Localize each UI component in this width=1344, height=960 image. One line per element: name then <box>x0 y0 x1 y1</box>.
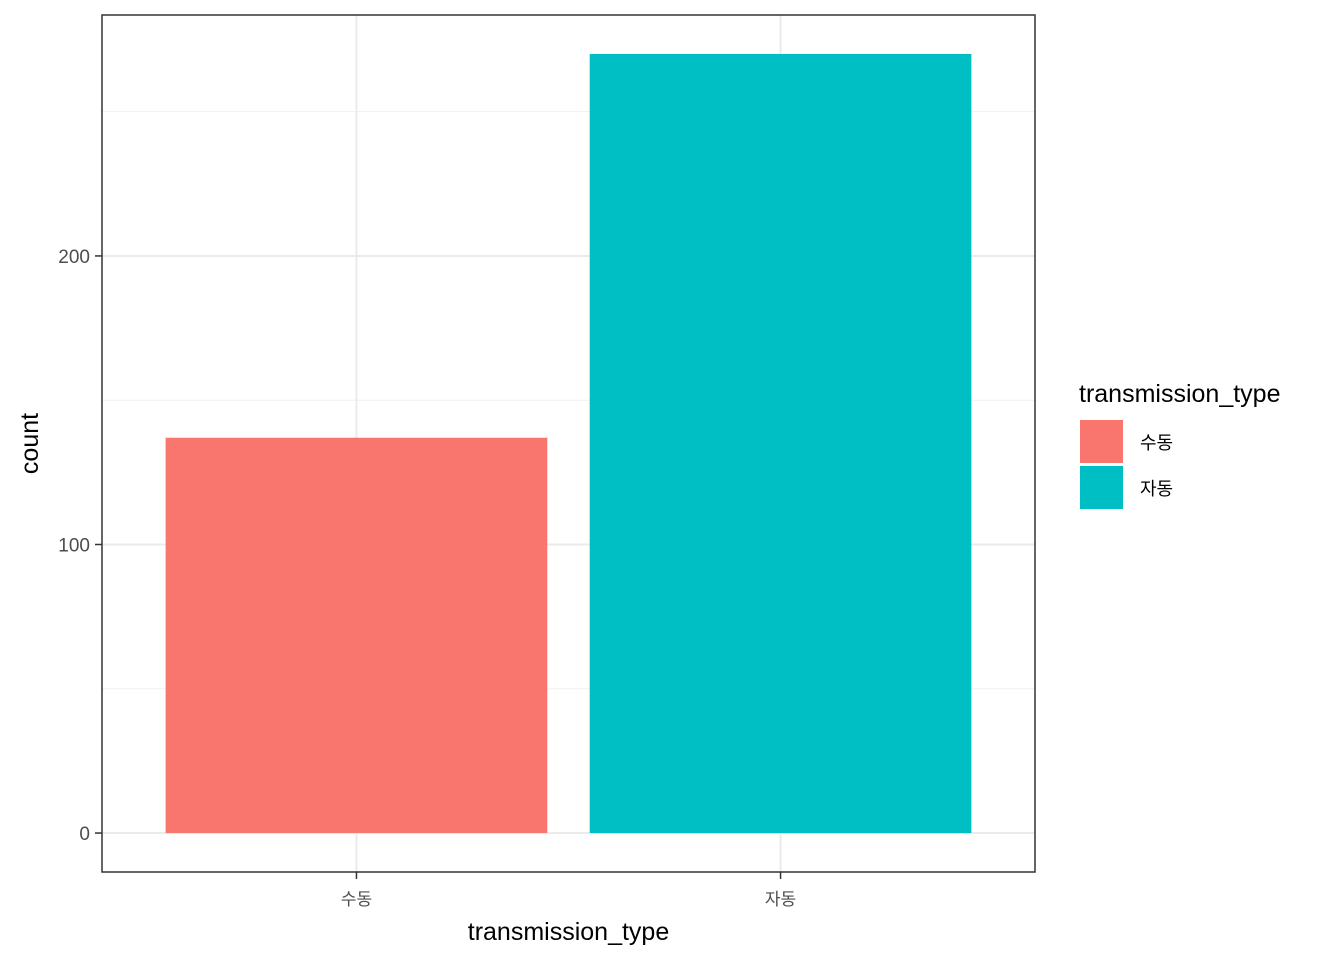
legend-label-2: 자동 <box>1140 479 1173 500</box>
y-tick-label: 0 <box>79 824 90 845</box>
y-axis: 0 100 200 <box>58 247 102 845</box>
y-tick-label: 200 <box>58 247 90 268</box>
y-tick-label: 100 <box>58 535 90 556</box>
plot-panel <box>101 14 1036 873</box>
legend-title: transmission_type <box>1079 380 1280 408</box>
legend-key-1 <box>1080 420 1123 463</box>
legend-label-1: 수동 <box>1140 433 1173 454</box>
legend-key-2 <box>1080 466 1123 509</box>
y-axis-title: count <box>16 413 44 474</box>
panel-border <box>101 14 1036 873</box>
x-axis: 수동 자동 <box>341 872 796 910</box>
x-axis-title: transmission_type <box>468 918 669 946</box>
x-tick-label: 자동 <box>765 890 796 910</box>
bar-2 <box>589 53 972 834</box>
x-tick-label: 수동 <box>341 890 372 910</box>
bar-1 <box>165 437 548 834</box>
